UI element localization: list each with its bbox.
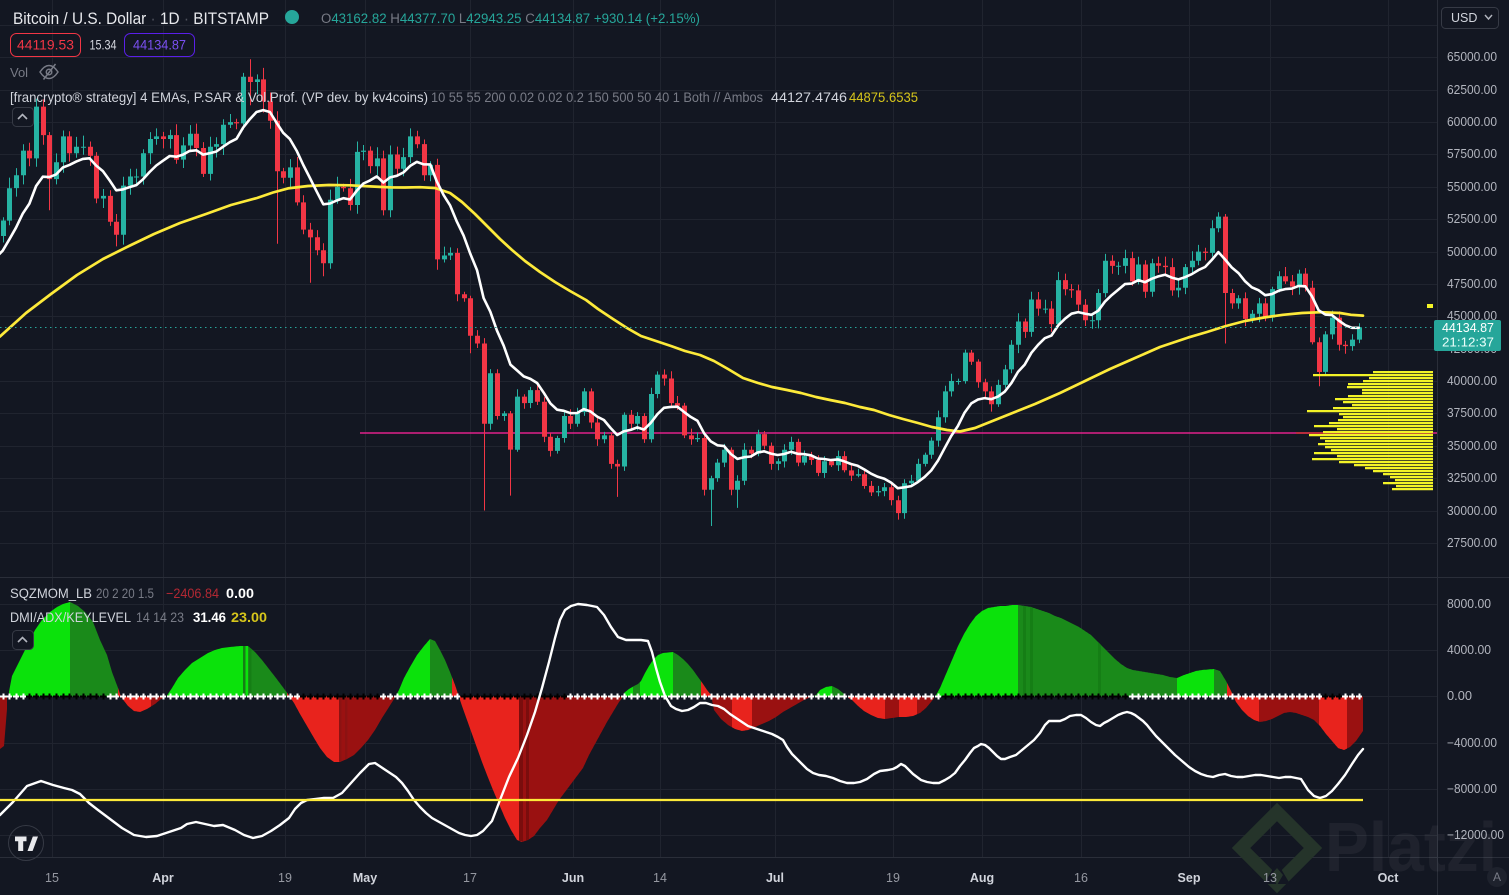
svg-text:Sep: Sep — [1178, 871, 1201, 885]
svg-text:17: 17 — [463, 871, 477, 885]
svg-text:DMI/ADX/KEYLEVEL: DMI/ADX/KEYLEVEL — [10, 609, 131, 625]
svg-text:37500.00: 37500.00 — [1447, 406, 1497, 420]
svg-text:23.00: 23.00 — [231, 609, 267, 625]
svg-text:−4000.00: −4000.00 — [1447, 736, 1497, 750]
svg-text:45000.00: 45000.00 — [1447, 309, 1497, 323]
svg-text:Platzi: Platzi — [1325, 808, 1497, 886]
svg-text:35000.00: 35000.00 — [1447, 439, 1497, 453]
svg-text:52500.00: 52500.00 — [1447, 212, 1497, 226]
svg-text:21:12:37: 21:12:37 — [1442, 336, 1494, 350]
svg-text:32500.00: 32500.00 — [1447, 471, 1497, 485]
svg-text:65000.00: 65000.00 — [1447, 50, 1497, 64]
svg-text:57500.00: 57500.00 — [1447, 147, 1497, 161]
svg-text:16: 16 — [1074, 871, 1088, 885]
svg-text:Aug: Aug — [970, 871, 994, 885]
svg-text:30000.00: 30000.00 — [1447, 504, 1497, 518]
svg-text:May: May — [353, 871, 377, 885]
svg-text:Jul: Jul — [766, 871, 784, 885]
svg-text:13: 13 — [1263, 871, 1277, 885]
svg-text:19: 19 — [886, 871, 900, 885]
svg-text:47500.00: 47500.00 — [1447, 277, 1497, 291]
svg-text:62500.00: 62500.00 — [1447, 83, 1497, 97]
svg-text:0.00: 0.00 — [226, 585, 254, 601]
svg-text:10 55 55 200 0.02 0.02 0.2 150: 10 55 55 200 0.02 0.02 0.2 150 500 50 40… — [431, 89, 763, 105]
svg-text:27500.00: 27500.00 — [1447, 536, 1497, 550]
svg-text:55000.00: 55000.00 — [1447, 180, 1497, 194]
svg-text:44127.4746: 44127.4746 — [771, 89, 847, 105]
svg-text:Oct: Oct — [1378, 871, 1400, 885]
svg-text:60000.00: 60000.00 — [1447, 115, 1497, 129]
svg-text:44134.87: 44134.87 — [133, 37, 186, 53]
svg-text:40000.00: 40000.00 — [1447, 374, 1497, 388]
svg-text:31.46: 31.46 — [193, 609, 226, 625]
svg-text:Bitcoin / U.S. Dollar · 1D · B: Bitcoin / U.S. Dollar · 1D · BITSTAMP — [13, 10, 269, 28]
svg-text:44134.87: 44134.87 — [1442, 321, 1494, 335]
svg-text:20 2 20 1.5: 20 2 20 1.5 — [96, 585, 154, 601]
svg-text:14: 14 — [653, 871, 667, 885]
svg-text:−8000.00: −8000.00 — [1447, 782, 1497, 796]
svg-text:Apr: Apr — [152, 871, 174, 885]
svg-text:14 14 23: 14 14 23 — [136, 609, 184, 625]
svg-text:15.34: 15.34 — [90, 37, 117, 53]
svg-text:15: 15 — [45, 871, 59, 885]
svg-text:44119.53: 44119.53 — [17, 37, 74, 53]
svg-text:USD: USD — [1451, 11, 1477, 25]
svg-text:19: 19 — [278, 871, 292, 885]
svg-text:44875.6535: 44875.6535 — [849, 89, 918, 105]
svg-text:8000.00: 8000.00 — [1447, 597, 1491, 611]
svg-text:SQZMOM_LB: SQZMOM_LB — [10, 585, 92, 601]
svg-text:0.00: 0.00 — [1447, 689, 1472, 703]
svg-text:Jun: Jun — [562, 871, 584, 885]
svg-text:−12000.00: −12000.00 — [1447, 828, 1504, 842]
svg-text:−2406.84: −2406.84 — [166, 585, 219, 601]
svg-text:Vol: Vol — [10, 65, 28, 80]
svg-text:4000.00: 4000.00 — [1447, 643, 1491, 657]
svg-text:A: A — [1493, 870, 1501, 884]
svg-text:[francrypto® strategy] 4 EMAs,: [francrypto® strategy] 4 EMAs, P.SAR & V… — [10, 89, 428, 105]
svg-text:O43162.82 H44377.70 L42943.25: O43162.82 H44377.70 L42943.25 C44134.87 … — [321, 11, 700, 26]
svg-text:50000.00: 50000.00 — [1447, 245, 1497, 259]
